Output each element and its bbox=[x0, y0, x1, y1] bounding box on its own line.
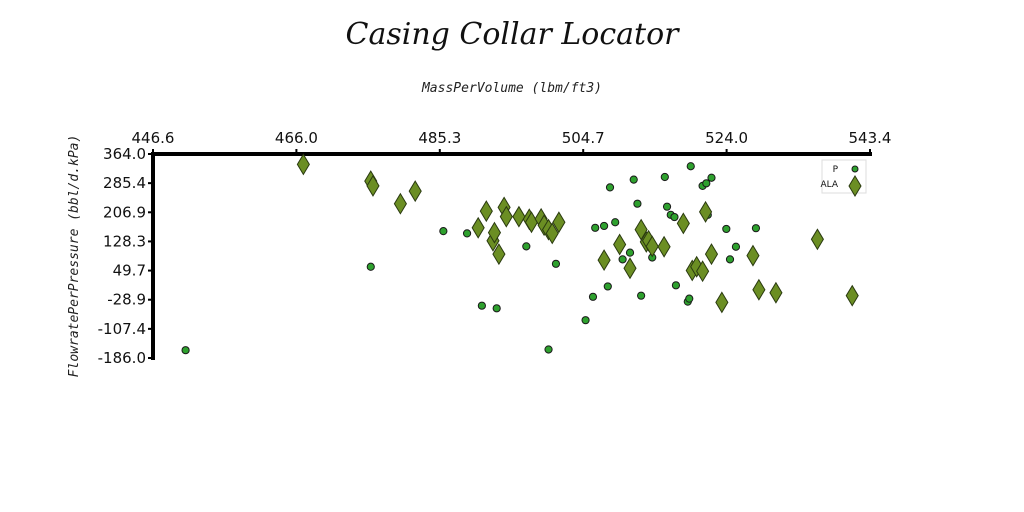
tick-labels: 446.6 466.0 485.3 504.7 524.0 543.4 364.0 285.4… bbox=[98, 129, 892, 367]
x-tick-label: 524.0 bbox=[705, 129, 748, 147]
data-point-ala bbox=[366, 174, 380, 197]
data-point-p bbox=[686, 162, 695, 171]
data-point-ala bbox=[676, 212, 690, 235]
chart-title: Casing Collar Locator bbox=[346, 17, 681, 52]
y-axis-label: FlowratePerPressure (bbl/d.kPa) bbox=[67, 135, 82, 378]
y-tick-label: -107.4 bbox=[98, 320, 146, 338]
data-point-ala bbox=[613, 233, 627, 256]
x-tick-label: 543.4 bbox=[849, 129, 892, 147]
data-point-p bbox=[625, 248, 635, 257]
y-tick-label: 364.0 bbox=[103, 145, 146, 163]
data-point-ala bbox=[752, 278, 766, 301]
data-point-p bbox=[725, 255, 735, 264]
data-point-p bbox=[618, 255, 627, 264]
x-tick-label: 504.7 bbox=[562, 129, 605, 147]
data-point-p bbox=[366, 262, 375, 271]
data-point-p bbox=[611, 218, 620, 227]
y-tick-label: 285.4 bbox=[103, 174, 146, 192]
data-point-ala bbox=[545, 222, 559, 245]
data-point-ala bbox=[690, 255, 704, 278]
data-point-p bbox=[603, 282, 612, 291]
data-point-ala bbox=[657, 235, 671, 258]
data-point-ala bbox=[408, 180, 422, 203]
axes bbox=[151, 152, 872, 360]
data-point-ala bbox=[296, 153, 310, 176]
data-point-p bbox=[629, 175, 638, 184]
data-point-p bbox=[477, 301, 486, 310]
data-point-ala bbox=[492, 243, 506, 266]
data-point-ala bbox=[715, 291, 729, 314]
data-point-ala bbox=[704, 243, 719, 266]
data-point-p bbox=[492, 304, 501, 313]
data-point-ala bbox=[645, 235, 659, 258]
data-point-ala bbox=[746, 244, 760, 267]
data-point-p bbox=[581, 316, 590, 325]
data-point-p bbox=[670, 212, 679, 222]
legend-marker-p bbox=[851, 165, 859, 173]
data-point-p bbox=[591, 223, 600, 232]
x-axis-label: MassPerVolume (lbm/ft3) bbox=[421, 81, 602, 96]
data-point-p bbox=[751, 224, 761, 233]
y-tick-label: -28.9 bbox=[107, 291, 146, 309]
data-point-p bbox=[605, 183, 615, 192]
x-tick-label: 446.6 bbox=[132, 129, 175, 147]
data-point-p bbox=[731, 242, 741, 251]
y-tick-label: 49.7 bbox=[113, 262, 146, 280]
data-point-ala bbox=[499, 205, 513, 228]
data-point-ala bbox=[393, 192, 407, 215]
data-point-ala bbox=[698, 200, 713, 223]
data-point-p bbox=[662, 202, 672, 211]
data-point-p bbox=[522, 242, 531, 251]
data-point-p bbox=[722, 224, 731, 234]
data-point-p bbox=[551, 259, 561, 268]
data-point-ala bbox=[512, 205, 526, 228]
data-point-p bbox=[462, 229, 472, 238]
data-point-ala bbox=[471, 216, 485, 239]
data-point-p bbox=[660, 172, 669, 182]
x-tick-label: 466.0 bbox=[275, 129, 318, 147]
legend-label: P bbox=[833, 165, 839, 175]
y-tick-label: 128.3 bbox=[103, 232, 146, 250]
data-point-p bbox=[671, 281, 681, 290]
data-point-p bbox=[702, 179, 711, 188]
data-point-ala bbox=[623, 257, 637, 280]
data-point-p bbox=[181, 346, 190, 355]
legend: P ALA bbox=[820, 159, 867, 197]
data-point-ala bbox=[845, 284, 859, 307]
legend-label: ALA bbox=[820, 180, 838, 190]
data-point-p bbox=[599, 221, 609, 231]
data-point-p bbox=[707, 173, 716, 182]
data-point-ala bbox=[597, 249, 611, 272]
data-point-p bbox=[439, 227, 448, 236]
data-point-ala bbox=[479, 200, 493, 223]
data-points bbox=[181, 153, 859, 355]
data-point-ala bbox=[769, 281, 783, 304]
data-point-p bbox=[633, 199, 642, 208]
data-point-p bbox=[544, 345, 553, 354]
data-point-p bbox=[588, 292, 598, 301]
legend-marker-ala bbox=[848, 175, 862, 197]
data-point-ala bbox=[810, 228, 824, 251]
y-tick-label: 206.9 bbox=[103, 203, 146, 221]
data-point-p bbox=[685, 294, 694, 303]
y-tick-label: -186.0 bbox=[98, 349, 146, 367]
data-point-ala bbox=[696, 260, 710, 283]
data-point-ala bbox=[552, 211, 566, 234]
data-point-ala bbox=[487, 221, 502, 244]
x-tick-label: 485.3 bbox=[418, 129, 461, 147]
data-point-p bbox=[637, 291, 646, 300]
